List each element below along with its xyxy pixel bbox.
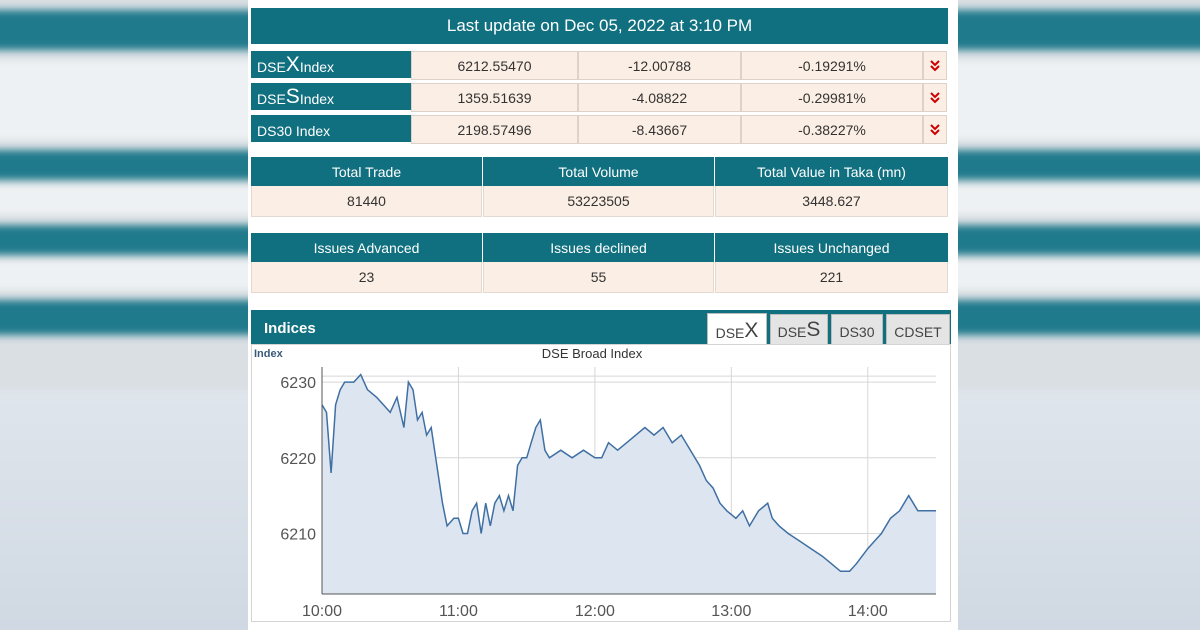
- y-tick-label: 6230: [280, 375, 316, 392]
- index-row-dsex[interactable]: DSE X Index 6212.55470 -12.00788 -0.19291…: [251, 51, 948, 80]
- index-name: DS30 Index: [251, 115, 411, 144]
- tab-dses[interactable]: DSE S: [770, 314, 828, 345]
- index-percent: -0.29981%: [741, 83, 923, 112]
- index-value: 6212.55470: [411, 51, 578, 80]
- tab-ds30[interactable]: DS30: [831, 314, 883, 345]
- background-left: [0, 0, 248, 630]
- trading-stats-table: Total Trade Total Volume Total Value in …: [251, 157, 948, 217]
- issues-unchanged-header: Issues Unchanged: [715, 233, 948, 262]
- x-tick-label: 12:00: [575, 603, 615, 620]
- index-percent: -0.38227%: [741, 115, 923, 144]
- series-line: [321, 373, 936, 573]
- index-chart-svg: Index DSE Broad Index 6210 6220 6230 10:00 11:…: [254, 346, 936, 620]
- indices-title: Indices: [264, 320, 316, 337]
- y-axis-label: Index: [254, 348, 284, 360]
- double-chevron-down-icon: [923, 83, 947, 112]
- index-name: DSE S Index: [251, 83, 411, 112]
- tab-cdset[interactable]: CDSET: [886, 314, 950, 345]
- index-change: -12.00788: [578, 51, 741, 80]
- index-chart: Index DSE Broad Index 6210 6220 6230 10:00 11:…: [251, 344, 951, 622]
- issues-unchanged-value: 221: [715, 262, 948, 293]
- x-tick-label: 11:00: [439, 603, 478, 620]
- index-row-dses[interactable]: DSE S Index 1359.51639 -4.08822 -0.29981%: [251, 83, 948, 112]
- index-change: -8.43667: [578, 115, 741, 144]
- x-tick-label: 10:00: [302, 603, 342, 620]
- total-trade-header: Total Trade: [251, 157, 482, 186]
- y-tick-label: 6210: [280, 526, 316, 543]
- total-volume-value: 53223505: [483, 186, 714, 217]
- issues-declined-header: Issues declined: [483, 233, 714, 262]
- last-update-banner: Last update on Dec 05, 2022 at 3:10 PM: [251, 8, 948, 44]
- x-tick-label: 14:00: [848, 603, 888, 620]
- total-volume-header: Total Volume: [483, 157, 714, 186]
- issues-advanced-header: Issues Advanced: [251, 233, 482, 262]
- x-tick-label: 13:00: [711, 603, 751, 620]
- index-name: DSE X Index: [251, 51, 411, 80]
- index-value: 1359.51639: [411, 83, 578, 112]
- total-trade-value: 81440: [251, 186, 482, 217]
- total-value-header: Total Value in Taka (mn): [715, 157, 948, 186]
- issues-declined-value: 55: [483, 262, 714, 293]
- background-right: [952, 0, 1200, 630]
- index-percent: -0.19291%: [741, 51, 923, 80]
- index-change: -4.08822: [578, 83, 741, 112]
- issues-stats-table: Issues Advanced Issues declined Issues U…: [251, 233, 948, 293]
- tab-dsex[interactable]: DSE X: [707, 313, 767, 346]
- last-update-text: Last update on Dec 05, 2022 at 3:10 PM: [446, 16, 753, 35]
- index-value: 2198.57496: [411, 115, 578, 144]
- double-chevron-down-icon: [923, 51, 947, 80]
- total-value-value: 3448.627: [715, 186, 948, 217]
- market-summary-panel: Last update on Dec 05, 2022 at 3:10 PM D…: [248, 0, 958, 630]
- series-area: [322, 374, 936, 594]
- y-tick-label: 6220: [280, 451, 316, 468]
- double-chevron-down-icon: [923, 115, 947, 144]
- chart-title: DSE Broad Index: [542, 346, 643, 361]
- issues-advanced-value: 23: [251, 262, 482, 293]
- index-row-ds30[interactable]: DS30 Index 2198.57496 -8.43667 -0.38227%: [251, 115, 948, 144]
